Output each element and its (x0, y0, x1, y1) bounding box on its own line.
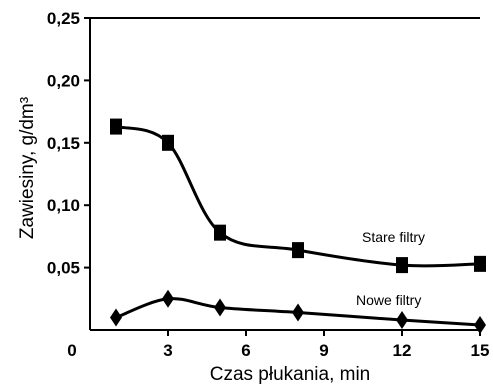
y-axis-title: Zawiesiny, g/dm³ (17, 97, 38, 239)
data-point-square (214, 224, 226, 241)
data-point-diamond (474, 316, 486, 335)
x-tick-label: 3 (163, 341, 172, 360)
data-point-diamond (110, 308, 122, 327)
x-tick-label: 15 (471, 341, 490, 360)
data-point-square (396, 257, 408, 274)
series-markers (110, 118, 486, 335)
data-point-square (474, 255, 486, 272)
x-axis-title: Czas płukania, min (210, 364, 371, 385)
series-label-stare: Stare filtry (362, 229, 425, 245)
y-tick-label: 0,25 (47, 9, 80, 28)
y-tick-label: 0,05 (47, 259, 80, 278)
data-point-diamond (162, 289, 174, 308)
x-tick-label: 6 (241, 341, 250, 360)
data-point-diamond (214, 298, 226, 317)
plot-frame (89, 17, 480, 331)
data-point-diamond (292, 303, 304, 322)
data-point-diamond (396, 311, 408, 330)
y-tick-label: 0,20 (47, 71, 80, 90)
data-point-square (162, 134, 174, 151)
x-tick-label: 9 (319, 341, 328, 360)
axis-ticks: 0,05 0,10 0,15 0,20 0,25 0 3 6 9 12 15 (47, 9, 490, 360)
y-tick-label: 0,15 (47, 134, 80, 153)
x-tick-label: 0 (67, 341, 76, 360)
data-point-square (292, 242, 304, 259)
x-tick-label: 12 (393, 341, 412, 360)
data-point-square (110, 118, 122, 135)
series-label-nowe: Nowe filtry (356, 292, 421, 308)
y-tick-label: 0,10 (47, 196, 80, 215)
